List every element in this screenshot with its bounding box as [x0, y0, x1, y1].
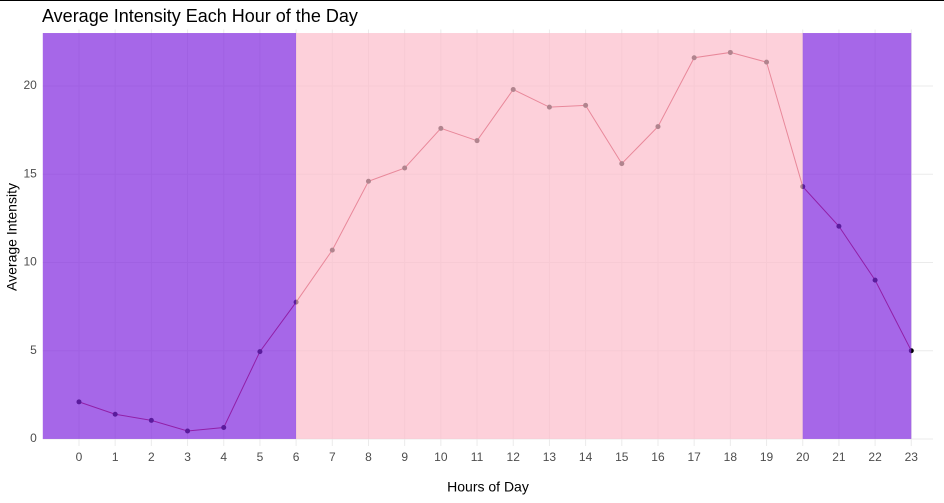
- shaded-region: [802, 33, 912, 439]
- x-tick-label: 17: [687, 450, 701, 464]
- x-tick-label: 8: [365, 450, 372, 464]
- x-tick-label: 21: [832, 450, 846, 464]
- x-axis-title: Hours of Day: [447, 479, 529, 495]
- x-tick-label: 12: [507, 450, 521, 464]
- x-tick-label: 11: [471, 450, 484, 464]
- x-tick-label: 18: [724, 450, 738, 464]
- y-tick-label: 20: [23, 78, 37, 92]
- x-tick-label: 16: [651, 450, 665, 464]
- y-tick-label: 15: [23, 166, 37, 180]
- x-tick-label: 6: [293, 450, 300, 464]
- x-tick-label: 20: [796, 450, 810, 464]
- x-tick-label: 4: [220, 450, 227, 464]
- shaded-region: [42, 33, 297, 439]
- x-tick-label: 15: [615, 450, 629, 464]
- x-tick-label: 13: [543, 450, 557, 464]
- x-tick-label: 10: [434, 450, 448, 464]
- x-tick-label: 22: [868, 450, 882, 464]
- y-tick-label: 10: [23, 255, 37, 269]
- x-tick-label: 3: [184, 450, 191, 464]
- x-tick-label: 1: [112, 450, 119, 464]
- shaded-region: [296, 33, 803, 439]
- x-tick-label: 7: [329, 450, 336, 464]
- y-tick-label: 5: [30, 343, 37, 357]
- x-tick-label: 19: [760, 450, 774, 464]
- x-tick-label: 23: [905, 450, 919, 464]
- x-tick-label: 14: [579, 450, 593, 464]
- chart-title: Average Intensity Each Hour of the Day: [42, 6, 358, 26]
- y-axis-title: Average Intensity: [4, 183, 20, 291]
- x-tick-label: 0: [76, 450, 83, 464]
- x-tick-label: 5: [257, 450, 264, 464]
- x-tick-label: 2: [148, 450, 155, 464]
- y-tick-label: 0: [30, 431, 37, 445]
- x-tick-label: 9: [401, 450, 408, 464]
